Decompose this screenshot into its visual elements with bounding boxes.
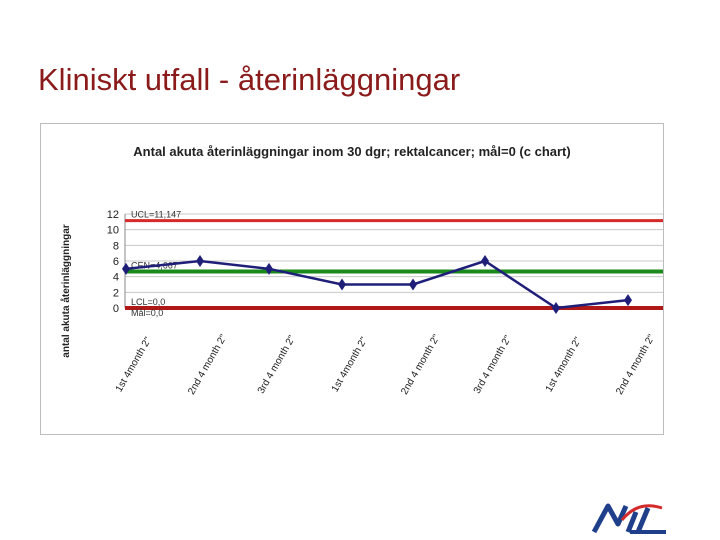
chart-title: Antal akuta återinläggningar inom 30 dgr… xyxy=(133,144,570,159)
nll-logo-icon xyxy=(592,503,666,534)
logo-n-stroke xyxy=(592,503,629,534)
y-axis-label: antal akuta återinläggningar xyxy=(60,224,72,357)
data-point-marker xyxy=(481,255,489,267)
data-point-marker xyxy=(409,278,417,291)
chart-container: Antal akuta återinläggningar inom 30 dgr… xyxy=(40,123,664,435)
x-tick-label: 1st 4month 2" xyxy=(114,335,154,394)
logo-l1-stroke xyxy=(625,511,639,533)
slide-title: Kliniskt utfall - återinläggningar xyxy=(38,62,461,97)
control-chart: Antal akuta återinläggningar inom 30 dgr… xyxy=(60,144,663,397)
x-tick-label: 2nd 4 month 2" xyxy=(186,332,229,396)
y-tick-label: 12 xyxy=(107,209,119,221)
data-point-marker xyxy=(122,262,130,275)
y-tick-label: 2 xyxy=(113,287,119,299)
x-tick-label: 1st 4month 2" xyxy=(330,335,370,394)
x-tick-label: 2nd 4 month 2" xyxy=(399,332,442,396)
logo-l2-stroke xyxy=(635,507,651,533)
logo-accent-swoosh xyxy=(620,504,663,521)
ucl-label: UCL=11,147 xyxy=(131,210,181,220)
data-series-line xyxy=(125,259,629,310)
target-label: Mål=0,0 xyxy=(131,308,163,318)
y-tick-label: 8 xyxy=(113,240,119,252)
y-tick-label: 0 xyxy=(113,303,119,315)
data-point-marker xyxy=(196,255,204,267)
data-point-marker xyxy=(338,278,346,291)
x-tick-label: 2nd 4 month 2" xyxy=(614,332,657,396)
lcl-label: LCL=0,0 xyxy=(131,297,165,307)
data-point-marker xyxy=(552,302,560,314)
y-tick-label: 4 xyxy=(113,272,119,284)
y-tick-label: 10 xyxy=(107,225,119,237)
x-tick-label: 3rd 4 month 2" xyxy=(472,333,514,395)
data-point-marker xyxy=(265,262,273,275)
x-tick-label: 3rd 4 month 2" xyxy=(256,333,298,395)
x-tick-label: 1st 4month 2" xyxy=(544,335,584,394)
data-point-marker xyxy=(624,294,632,307)
y-tick-label: 6 xyxy=(113,256,119,268)
